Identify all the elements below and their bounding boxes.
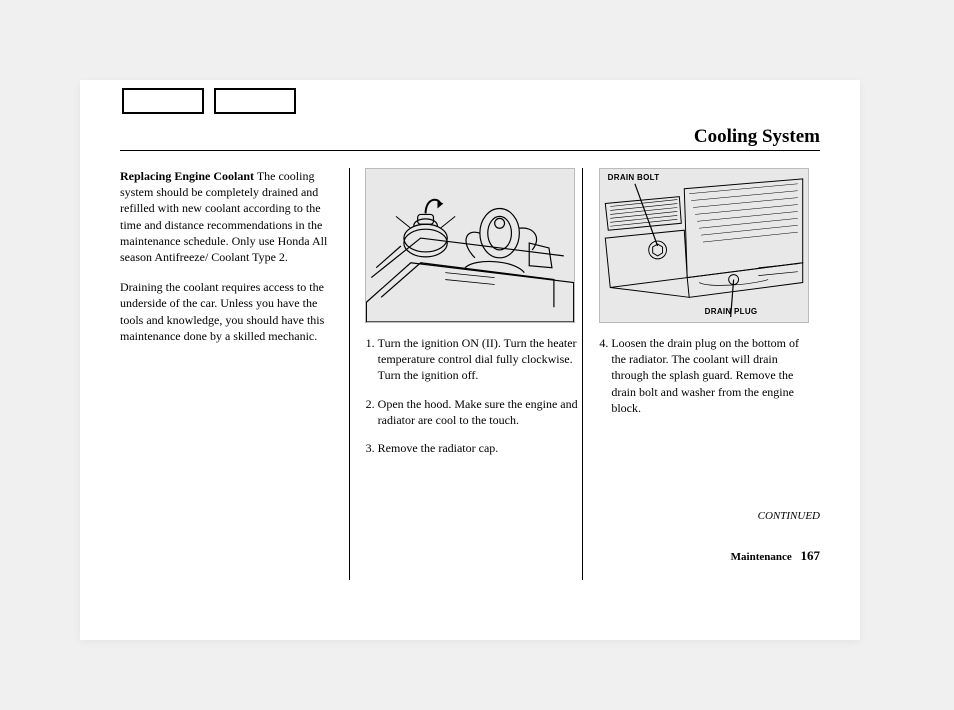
nav-box-next[interactable] [214,88,296,114]
footer-section: Maintenance [731,551,792,563]
col1-para2: Draining the coolant requires access to … [120,279,337,344]
column-1: Replacing Engine Coolant The cooling sys… [120,168,345,580]
page-footer: Maintenance 167 [731,548,820,564]
step-3: Remove the radiator cap. [378,440,579,456]
step-4: Loosen the drain plug on the bottom of t… [611,335,812,416]
col1-para1-text: The cooling system should be completely … [120,169,327,264]
step-1: Turn the ignition ON (II). Turn the heat… [378,335,579,384]
col1-heading: Replacing Engine Coolant [120,169,254,183]
footer-page-number: 167 [801,548,821,563]
figure-drain: DRAIN BOLT DRAIN PLUG [599,168,809,323]
page-title: Cooling System [694,126,820,148]
manual-page: Cooling System Replacing Engine Coolant … [80,80,860,640]
continued-label: CONTINUED [758,510,820,522]
column-divider-2 [582,168,583,580]
step-2: Open the hood. Make sure the engine and … [378,396,579,428]
label-drain-plug: DRAIN PLUG [705,307,758,318]
column-2: Turn the ignition ON (II). Turn the heat… [354,168,579,580]
col1-para1: Replacing Engine Coolant The cooling sys… [120,168,337,265]
figure-radiator-cap [365,168,575,323]
label-drain-bolt: DRAIN BOLT [608,173,660,184]
steps-4: Loosen the drain plug on the bottom of t… [595,335,812,416]
title-rule [120,150,820,151]
nav-box-prev[interactable] [122,88,204,114]
content-columns: Replacing Engine Coolant The cooling sys… [120,168,820,580]
top-button-row [122,88,296,114]
steps-1-3: Turn the ignition ON (II). Turn the heat… [362,335,579,456]
column-divider-1 [349,168,350,580]
